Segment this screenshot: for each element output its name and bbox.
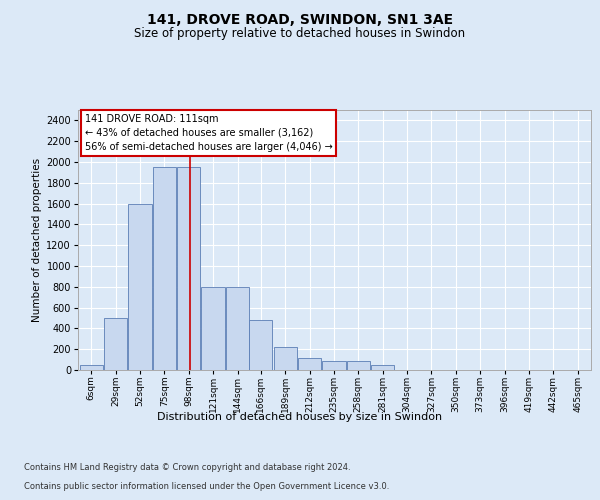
Bar bbox=[177, 167, 200, 370]
Bar bbox=[128, 204, 152, 370]
Text: Contains public sector information licensed under the Open Government Licence v3: Contains public sector information licen… bbox=[24, 482, 389, 491]
Bar bbox=[347, 361, 370, 370]
Bar bbox=[226, 287, 249, 370]
Text: 141, DROVE ROAD, SWINDON, SN1 3AE: 141, DROVE ROAD, SWINDON, SN1 3AE bbox=[147, 12, 453, 26]
Bar bbox=[202, 287, 225, 370]
Bar bbox=[274, 347, 297, 370]
Text: Contains HM Land Registry data © Crown copyright and database right 2024.: Contains HM Land Registry data © Crown c… bbox=[24, 464, 350, 472]
Bar bbox=[322, 360, 346, 370]
Bar bbox=[371, 366, 394, 370]
Y-axis label: Number of detached properties: Number of detached properties bbox=[32, 158, 42, 322]
Text: Distribution of detached houses by size in Swindon: Distribution of detached houses by size … bbox=[157, 412, 443, 422]
Text: Size of property relative to detached houses in Swindon: Size of property relative to detached ho… bbox=[134, 28, 466, 40]
Bar bbox=[104, 318, 127, 370]
Bar bbox=[153, 167, 176, 370]
Bar bbox=[298, 358, 321, 370]
Bar bbox=[249, 320, 272, 370]
Text: 141 DROVE ROAD: 111sqm
← 43% of detached houses are smaller (3,162)
56% of semi-: 141 DROVE ROAD: 111sqm ← 43% of detached… bbox=[85, 114, 332, 152]
Bar bbox=[80, 365, 103, 370]
